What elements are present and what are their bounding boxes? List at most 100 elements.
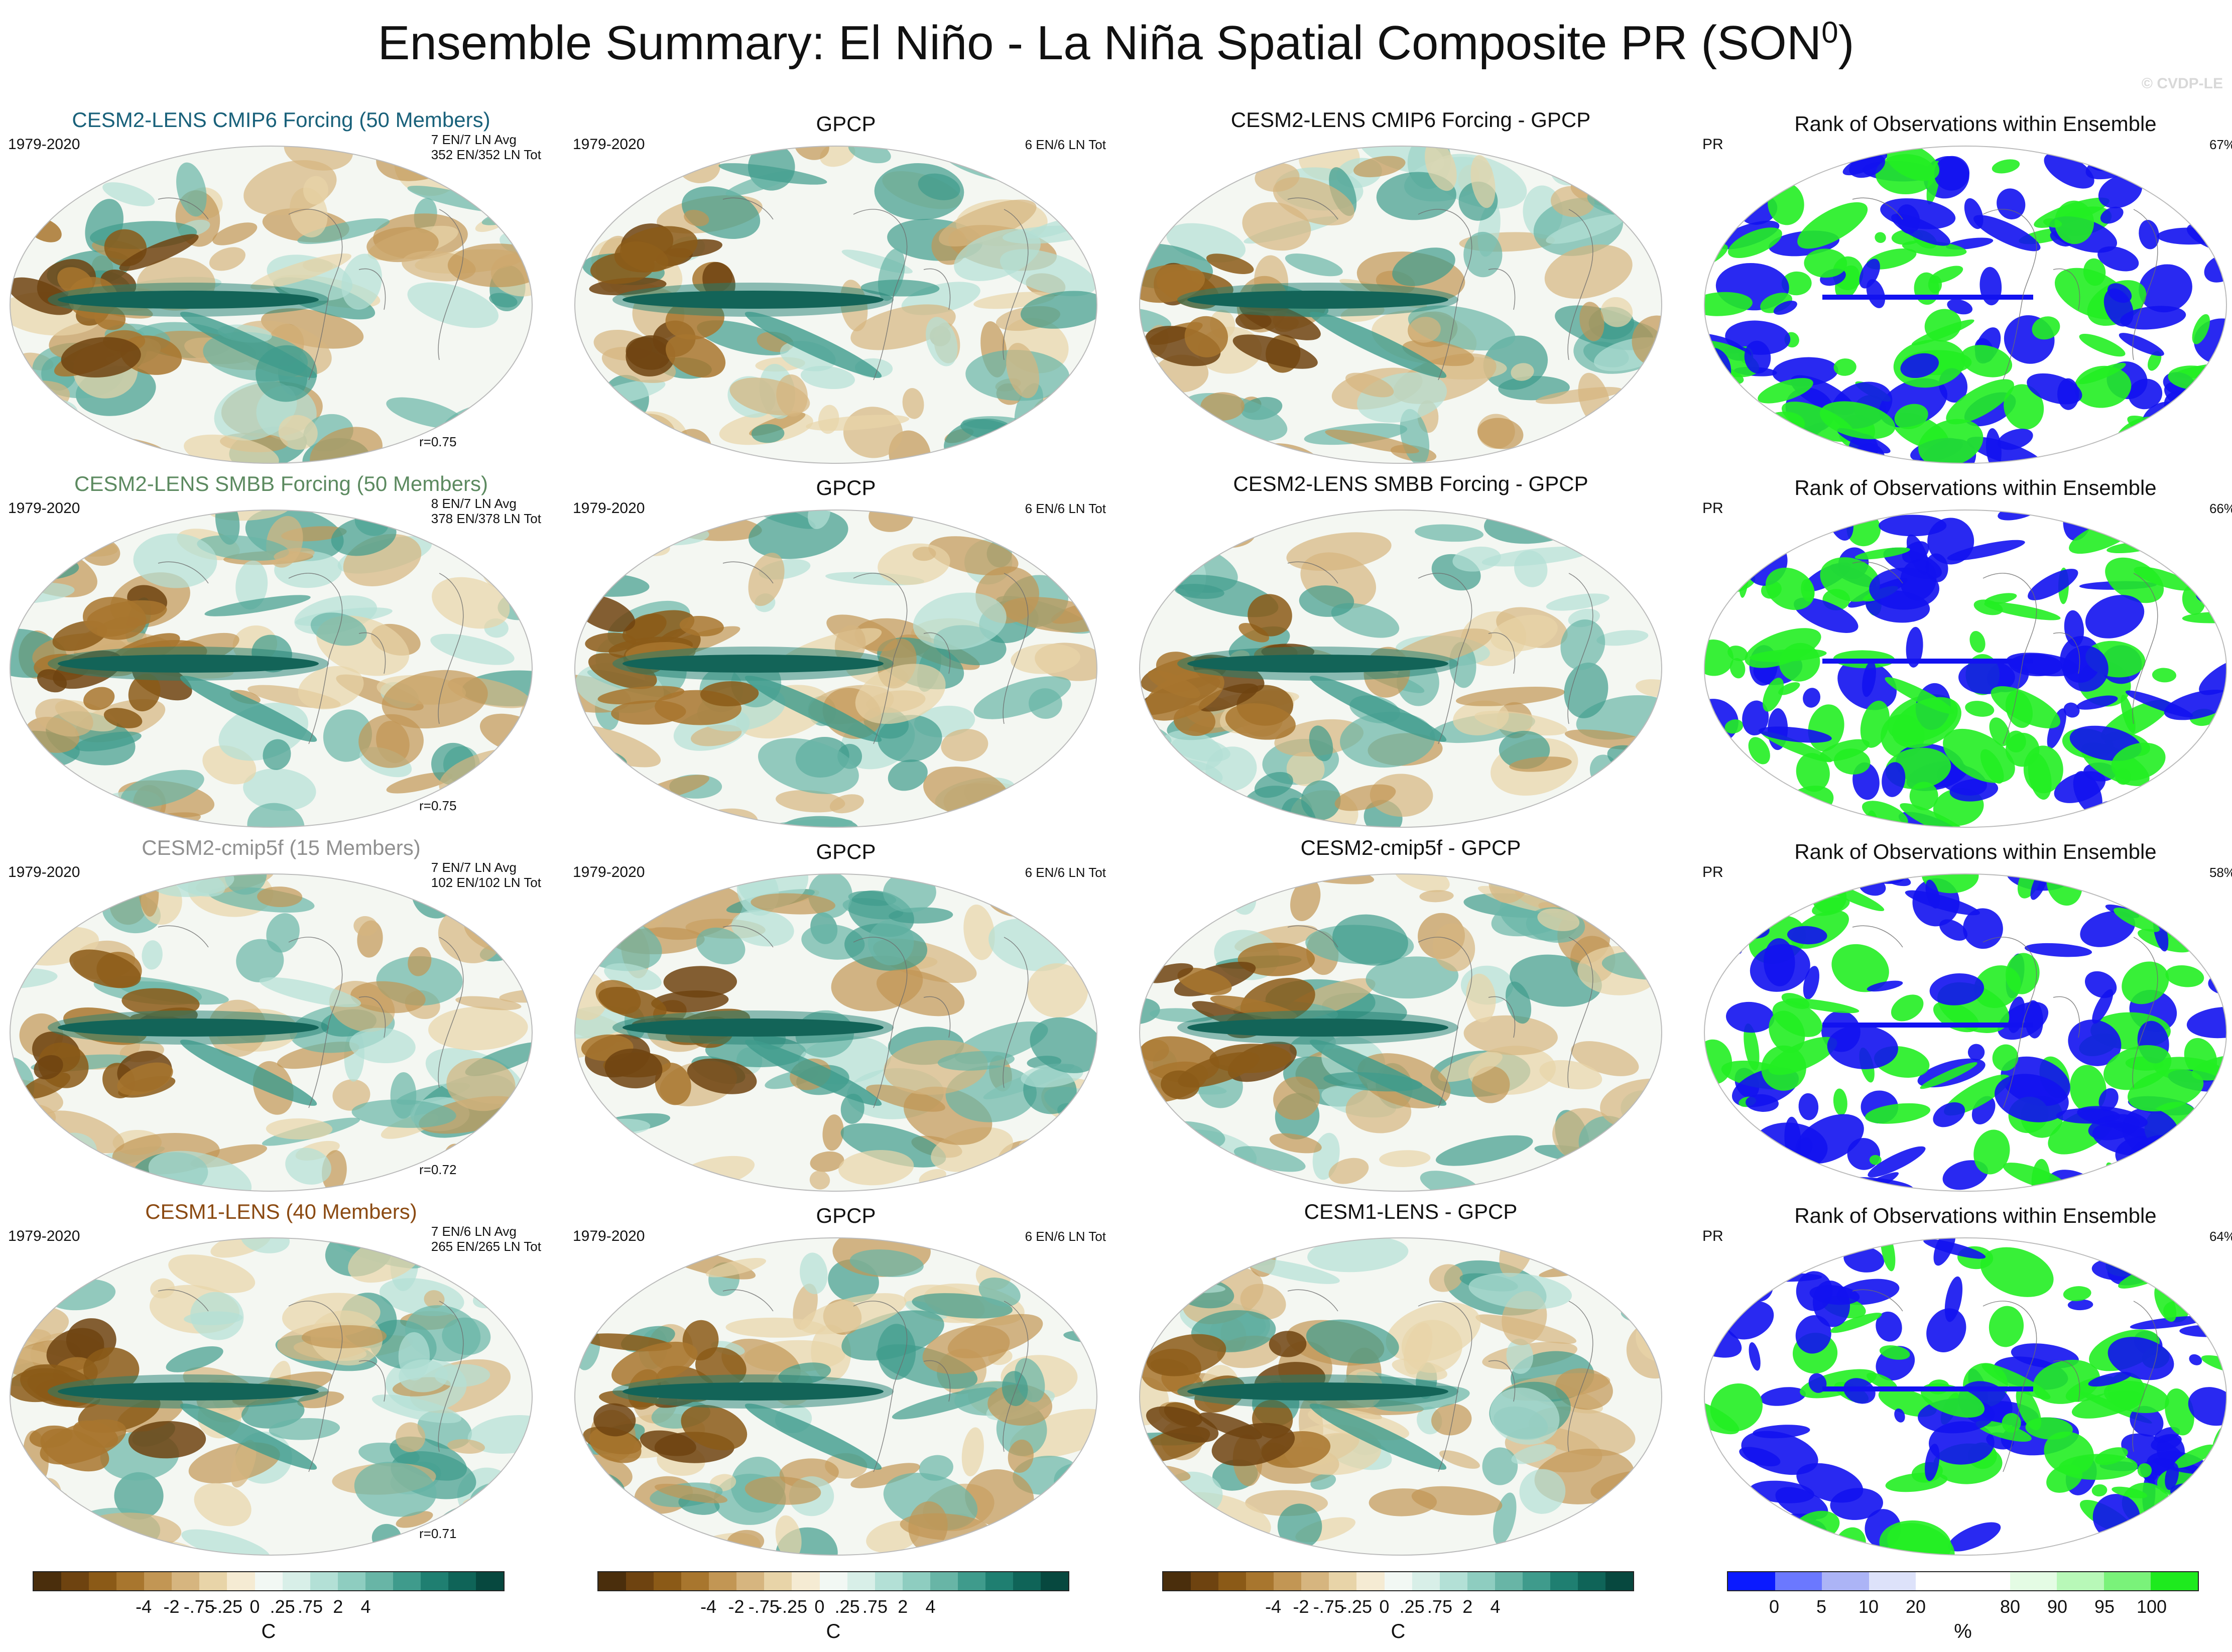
map-outline: [10, 873, 533, 1192]
coastline: [1852, 197, 2158, 380]
colorbar-swatch: [709, 1572, 737, 1590]
robinson-map: [1139, 1237, 1662, 1556]
robinson-map: [1139, 146, 1662, 464]
rank-blob: [1997, 188, 2026, 220]
rank-blob: [2079, 333, 2126, 357]
rank-blob: [1997, 429, 2033, 450]
rank-blob: [2088, 146, 2111, 164]
rank-blob: [1986, 428, 2002, 463]
colorbar-swatch: [1916, 1572, 1963, 1590]
rank-blob: [1808, 1373, 1827, 1393]
robinson-map: [574, 146, 1097, 464]
coastline: [1852, 561, 2158, 744]
colorbar-swatch: [144, 1572, 172, 1590]
rank-blob: [2088, 1371, 2132, 1387]
rank-blob: [2111, 742, 2166, 781]
colorbar-strip: [1162, 1571, 1634, 1591]
colorbar-swatch: [255, 1572, 283, 1590]
coastline: [158, 925, 464, 1108]
rank-blob: [1716, 1156, 1789, 1182]
rank-blob: [1981, 1363, 2051, 1400]
rank-blob: [1772, 1000, 1822, 1037]
rank-blob: [1875, 232, 1886, 243]
rank-blob: [1707, 1534, 1720, 1555]
rank-blob: [1984, 601, 2061, 620]
main-title: Ensemble Summary: El Niño - La Niña Spat…: [378, 16, 1854, 70]
rank-blob: [1862, 801, 1908, 827]
colorbar-tick-label: 2: [333, 1596, 343, 1617]
rank-blob: [1868, 1146, 1926, 1178]
colorbar-tick-label: 0: [814, 1596, 825, 1617]
map-panel-model: CESM2-LENS SMBB Forcing (50 Members) 1979…: [0, 472, 562, 836]
colorbar-tick-label: 20: [1905, 1596, 1926, 1617]
rank-blob: [1724, 719, 1744, 734]
rank-blob: [1948, 1522, 2001, 1552]
colorbar-swatch: [172, 1572, 200, 1590]
rank-blob: [1965, 701, 1995, 717]
rank-blob: [2137, 1463, 2152, 1478]
rank-blob: [2198, 751, 2226, 769]
rank-blob: [1728, 227, 1782, 258]
rank-blob: [1973, 599, 2003, 615]
panel-title: Rank of Observations within Ensemble: [1794, 1204, 2157, 1227]
colorbar-swatch: [1522, 1572, 1550, 1590]
rank-blob: [1973, 1129, 2010, 1175]
colorbar-swatch: [847, 1572, 875, 1590]
rank-blob: [1894, 404, 1928, 429]
rank-blob: [1887, 1523, 1955, 1555]
map-outline: [1704, 510, 2227, 828]
colorbar-swatch: [1550, 1572, 1578, 1590]
rank-blob: [2083, 148, 2094, 157]
rank-blob: [2080, 911, 2136, 947]
rank-blob: [1929, 266, 1963, 284]
colorbar-swatch: [393, 1572, 421, 1590]
colorbar-tick-label: .25: [834, 1596, 860, 1617]
colorbar-unit: C: [261, 1620, 276, 1642]
rank-blob: [1833, 1088, 1847, 1116]
rank-blob: [1725, 320, 1791, 355]
rank-blob: [1778, 682, 1800, 695]
map-panel-rank: Rank of Observations within Ensemble PR 64…: [1694, 1200, 2232, 1564]
colorbar-swatch: [61, 1572, 89, 1590]
rank-blob: [1906, 626, 1923, 668]
panel-title: Rank of Observations within Ensemble: [1794, 476, 2157, 499]
rank-blob: [2095, 1447, 2128, 1465]
colorbar-swatch: [1467, 1572, 1495, 1590]
colorbar-tick-label: 95: [2094, 1596, 2115, 1617]
colorbar-swatch: [2010, 1572, 2057, 1590]
colorbar-swatch: [736, 1572, 765, 1590]
rank-blob: [1773, 300, 1797, 315]
event-avg: 8 EN/7 LN Avg: [431, 496, 517, 511]
rank-blob: [1876, 1311, 1902, 1342]
colorbar-tick-label: 5: [1816, 1596, 1827, 1617]
event-total: 6 EN/6 LN Tot: [1025, 137, 1106, 152]
rank-blob: [2098, 1088, 2119, 1111]
event-count: 7 EN/7 LN Avg 352 EN/352 LN Tot: [431, 132, 541, 162]
rank-blob: [1969, 630, 1986, 653]
panel-title: CESM1-LENS - GPCP: [1304, 1200, 1518, 1223]
rank-blob: [1831, 944, 1889, 992]
rank-blob: [2216, 1497, 2226, 1520]
colorbar-tick-label: 4: [360, 1596, 371, 1617]
panel-title: CESM2-cmip5f (15 Members): [142, 836, 421, 859]
variable-label: PR: [1702, 136, 1723, 153]
coastline: [722, 197, 1029, 380]
rank-blob: [1732, 1171, 1794, 1191]
rank-blob: [2154, 1285, 2177, 1322]
rank-blob: [1964, 198, 1983, 229]
rank-blob: [1866, 279, 1886, 308]
colorbar-swatch: [337, 1572, 365, 1590]
rank-blob: [2097, 246, 2139, 272]
rank-blob: [1750, 944, 1810, 992]
rank-blob: [1918, 419, 1983, 463]
coastline: [158, 1289, 464, 1472]
rank-blob: [2192, 314, 2210, 344]
rank-blob: [2163, 434, 2225, 463]
rank-blob: [1882, 762, 1906, 797]
rank-blob: [1980, 749, 2004, 784]
map-panel-diff: CESM2-cmip5f - GPCP: [1130, 836, 1692, 1200]
rank-blob: [2180, 1151, 2194, 1191]
map-area: [1137, 1236, 1664, 1557]
map-panel-diff: CESM1-LENS - GPCP: [1130, 1200, 1692, 1564]
rank-blob: [1726, 1179, 1742, 1191]
